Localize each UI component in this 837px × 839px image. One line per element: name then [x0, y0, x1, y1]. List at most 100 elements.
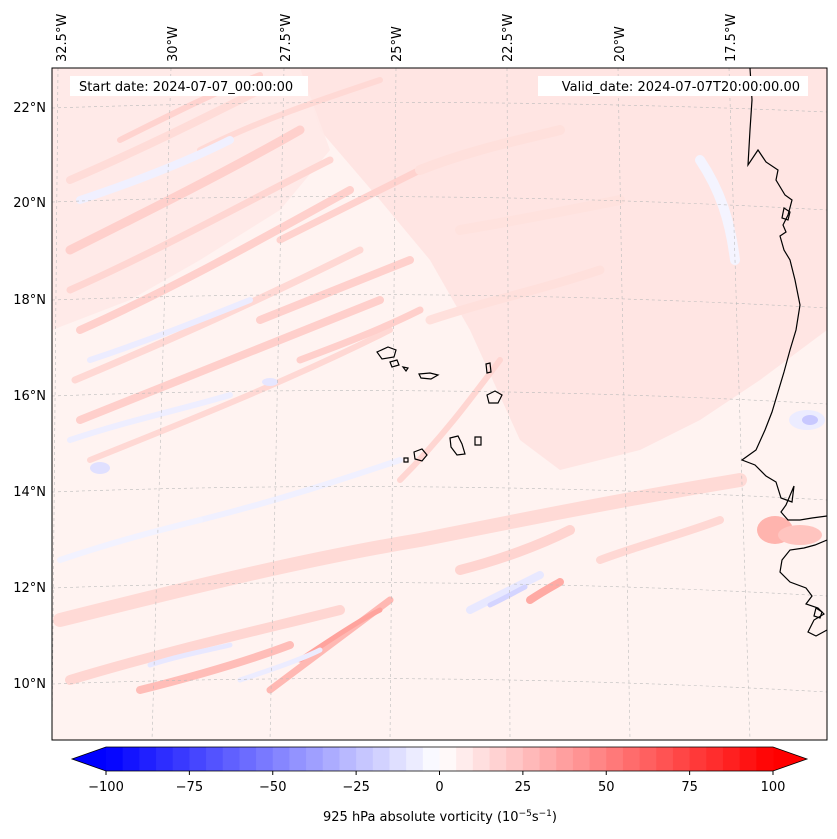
colorbar-step: [306, 747, 324, 771]
longitude-labels: 32.5°W 30°W 27.5°W 25°W 22.5°W 20°W 17.5…: [55, 14, 739, 62]
colorbar-step: [322, 747, 340, 771]
colorbar-step: [622, 747, 641, 771]
start-date-box: [70, 76, 308, 96]
colorbar-step: [372, 747, 390, 771]
map-frame: [51, 67, 828, 741]
africa-coastline: [813, 607, 823, 619]
colorbar-tick-label: 75: [681, 780, 698, 795]
colorbar-step: [439, 747, 457, 771]
valid-date-label: Valid_date: 2024-07-07T20:00:00.00: [562, 80, 800, 95]
vorticity-positive-spot: [778, 525, 822, 545]
island-boa-vista: [486, 390, 503, 404]
island-santiago: [449, 435, 466, 456]
colorbar-step: [706, 747, 724, 771]
island-sal: [485, 362, 492, 374]
gridlines: [52, 68, 827, 740]
colorbar-step: [456, 747, 474, 771]
colorbar-label: 925 hPa absolute vorticity (10−5s−1): [323, 809, 557, 825]
colorbar-tick-label: −50: [259, 780, 286, 795]
lat-label: 18°N: [13, 293, 46, 308]
vorticity-negative-streaks: [57, 136, 740, 563]
island-santa-luzia: [401, 366, 409, 373]
colorbar-step: [106, 747, 124, 771]
colorbar-step: [422, 747, 440, 771]
colorbar-step: [722, 747, 741, 771]
colorbar-step: [589, 747, 607, 771]
colorbar-step: [739, 747, 757, 771]
valid-date-box: [538, 76, 808, 96]
colorbar-tick-label: 0: [435, 780, 443, 795]
colorbar: −100 −75 −50 −25 0 25 50 75 100 925 hPa absolute…: [70, 746, 809, 825]
colorbar-tick-label: −25: [342, 780, 369, 795]
map-panel: [52, 68, 827, 740]
colorbar-step: [522, 747, 541, 771]
lat-label: 22°N: [13, 101, 46, 116]
colorbar-step: [239, 747, 257, 771]
colorbar-step: [256, 747, 274, 771]
lat-label: 14°N: [13, 485, 46, 500]
island-sao-vicente: [389, 359, 400, 368]
cape-verde-islands: [376, 346, 503, 463]
colorbar-step: [206, 747, 224, 771]
colorbar-tick-label: 50: [598, 780, 615, 795]
colorbar-step: [356, 747, 374, 771]
colorbar-step: [756, 747, 774, 771]
colorbar-step: [656, 747, 674, 771]
colorbar-tick-label: 100: [761, 780, 786, 795]
africa-coastline: [779, 539, 827, 637]
lon-label: 32.5°W: [55, 14, 70, 62]
lat-label: 10°N: [13, 677, 46, 692]
latitude-labels: 22°N 20°N 18°N 16°N 14°N 12°N 10°N: [13, 101, 46, 692]
vorticity-negative-spot: [262, 378, 278, 386]
lon-label: 27.5°W: [279, 14, 294, 62]
africa-coastline: [740, 68, 827, 521]
colorbar-step: [122, 747, 140, 771]
colorbar-max-arrow: [773, 747, 807, 771]
island-santo-antao: [376, 346, 397, 360]
colorbar-step: [639, 747, 657, 771]
island-sao-nicolau: [418, 372, 440, 380]
colorbar-step: [606, 747, 624, 771]
island-brava: [403, 457, 409, 463]
colorbar-step: [489, 747, 507, 771]
colorbar-step: [506, 747, 524, 771]
lon-label: 17.5°W: [724, 14, 739, 62]
colorbar-step: [156, 747, 174, 771]
colorbar-step: [172, 747, 190, 771]
lat-label: 12°N: [13, 581, 46, 596]
lon-label: 22.5°W: [501, 14, 516, 62]
island-fogo: [413, 448, 428, 462]
lon-label: 25°W: [390, 26, 405, 62]
colorbar-step: [389, 747, 407, 771]
africa-coastline: [781, 207, 791, 221]
colorbar-step: [139, 747, 157, 771]
colorbar-min-arrow: [72, 747, 106, 771]
lon-label: 20°W: [613, 26, 628, 62]
colorbar-step: [339, 747, 357, 771]
colorbar-step: [556, 747, 574, 771]
colorbar-step: [572, 747, 591, 771]
colorbar-step: [289, 747, 307, 771]
lat-label: 20°N: [13, 196, 46, 211]
lat-label: 16°N: [13, 389, 46, 404]
colorbar-tick-label: −100: [88, 780, 124, 795]
colorbar-step: [472, 747, 491, 771]
colorbar-step: [189, 747, 207, 771]
island-maio: [474, 436, 482, 446]
vorticity-southern-bands: [53, 473, 747, 694]
colorbar-step: [539, 747, 557, 771]
colorbar-step: [689, 747, 707, 771]
vorticity-negative-spot: [90, 462, 110, 474]
colorbar-step: [222, 747, 240, 771]
colorbar-tick-label: 25: [515, 780, 532, 795]
colorbar-step: [272, 747, 290, 771]
colorbar-steps: [106, 747, 774, 771]
colorbar-step: [406, 747, 424, 771]
colorbar-tick-label: −75: [176, 780, 203, 795]
lon-label: 30°W: [166, 26, 181, 62]
vorticity-negative-spot: [802, 415, 818, 425]
colorbar-step: [672, 747, 691, 771]
start-date-label: Start date: 2024-07-07_00:00:00: [79, 80, 293, 95]
colorbar-ticks: −100 −75 −50 −25 0 25 50 75 100: [88, 771, 785, 795]
